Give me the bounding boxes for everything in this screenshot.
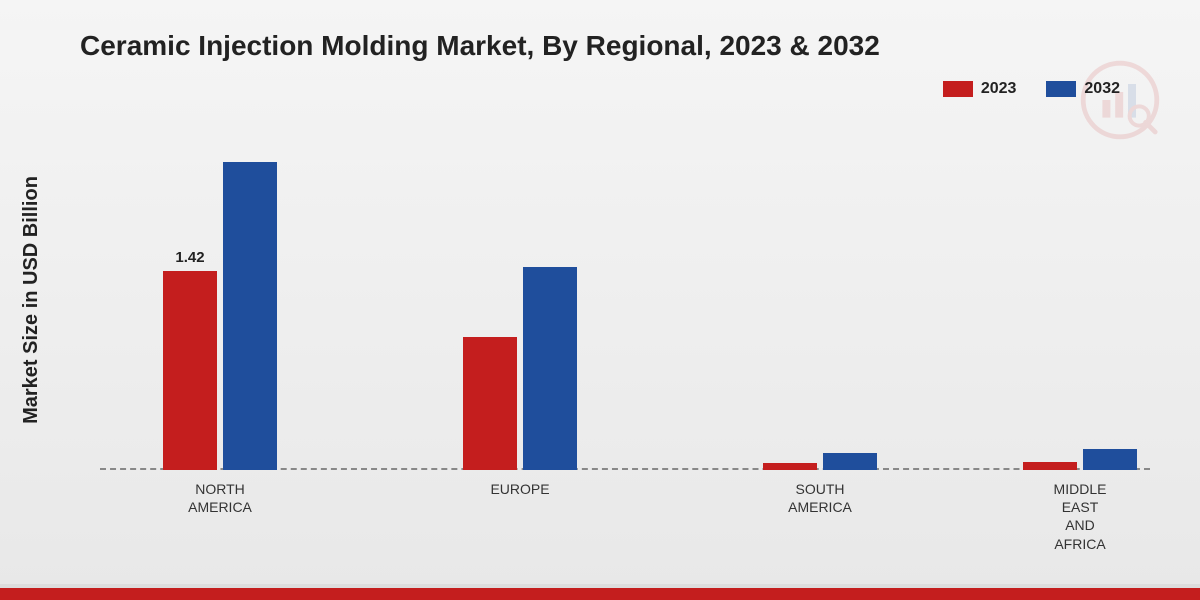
legend: 2023 2032 <box>943 80 1120 98</box>
legend-item-2023: 2023 <box>943 80 1017 98</box>
legend-swatch-2032 <box>1046 81 1076 97</box>
x-axis-label: NORTH AMERICA <box>188 480 252 516</box>
bar <box>1083 449 1137 470</box>
bar <box>223 162 277 470</box>
bar <box>523 267 577 470</box>
chart-title: Ceramic Injection Molding Market, By Reg… <box>80 30 880 62</box>
bar-group: 1.42NORTH AMERICA <box>130 162 310 470</box>
bar <box>1023 462 1077 470</box>
plot-area: 1.42NORTH AMERICAEUROPESOUTH AMERICAMIDD… <box>100 120 1150 470</box>
bar-group: EUROPE <box>430 267 610 470</box>
bar <box>823 453 877 470</box>
legend-item-2032: 2032 <box>1046 80 1120 98</box>
legend-label-2023: 2023 <box>981 80 1017 98</box>
x-axis-label: MIDDLE EAST AND AFRICA <box>1054 480 1107 553</box>
bar <box>763 463 817 470</box>
bar <box>463 337 517 470</box>
y-axis-label: Market Size in USD Billion <box>20 176 43 424</box>
bar: 1.42 <box>163 271 217 470</box>
legend-label-2032: 2032 <box>1084 80 1120 98</box>
footer-bar <box>0 584 1200 600</box>
bar-group: MIDDLE EAST AND AFRICA <box>990 449 1170 470</box>
x-axis-label: EUROPE <box>490 480 549 498</box>
bar-group: SOUTH AMERICA <box>730 453 910 470</box>
bar-value-label: 1.42 <box>175 249 204 266</box>
legend-swatch-2023 <box>943 81 973 97</box>
x-axis-label: SOUTH AMERICA <box>788 480 852 516</box>
